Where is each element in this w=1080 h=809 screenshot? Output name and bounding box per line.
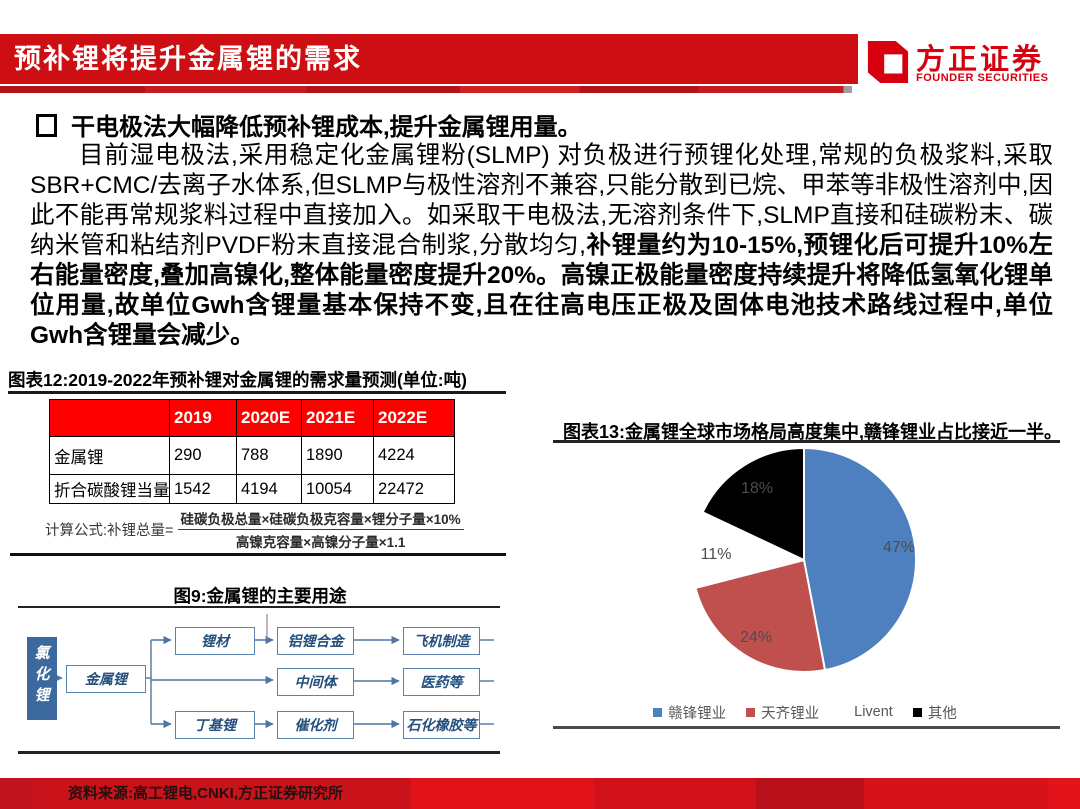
diagram-node-aircraft: 飞机制造 — [403, 627, 480, 655]
legend-swatch-blue — [653, 707, 663, 717]
table-header-2019: 2019 — [169, 399, 237, 437]
figure12-title-underline — [8, 391, 506, 394]
header-accent-stripe — [0, 86, 852, 93]
formula-prefix: 计算公式:补锂总量= — [45, 523, 174, 539]
body-paragraph: 目前湿电极法,采用稳定化金属锂粉(SLMP) 对负极进行预锂化处理,常规的负极浆… — [30, 141, 1053, 351]
calculation-formula: 计算公式:补锂总量= 硅碳负极总量×硅碳负极克容量×锂分子量×10% 高镍克容量… — [45, 508, 464, 551]
diagram-node-catalyst: 催化剂 — [277, 711, 354, 739]
header-red-bar — [0, 34, 858, 84]
diagram-node-lithium-material: 锂材 — [175, 627, 255, 655]
demand-forecast-table: 2019 2020E 2021E 2022E 金属锂 290 788 1890 … — [49, 399, 455, 504]
diagram-node-intermediate: 中间体 — [277, 668, 354, 696]
pie-slice-livent — [691, 511, 805, 589]
cell-value: 788 — [236, 436, 302, 475]
figure9-title-underline — [18, 606, 500, 608]
figure13-title-underline — [553, 440, 1060, 443]
legend-label: 赣锋锂业 — [668, 705, 727, 722]
cell-value: 10054 — [301, 474, 374, 504]
table-header-2020e: 2020E — [236, 399, 302, 437]
figure13-title: 图表13:金属锂全球市场格局高度集中,赣锋锂业占比接近一半。 — [563, 422, 1063, 442]
diagram-node-al-li-alloy: 铝锂合金 — [277, 627, 354, 655]
brand-name-en: FOUNDER SECURITIES — [916, 72, 1049, 84]
diagram-connectors — [54, 614, 494, 729]
row-label: 金属锂 — [49, 436, 170, 475]
cell-value: 22472 — [373, 474, 455, 504]
legend-label: 其他 — [927, 705, 957, 722]
footer-red-bar — [0, 778, 1080, 809]
table-header-empty — [49, 399, 170, 437]
diagram-node-lithium-metal: 金属锂 — [66, 665, 146, 693]
paragraph-bold-text: 补锂量约为10-15%,预锂化后可提升10%左右能量密度,叠加高镍化,整体能量密… — [30, 232, 1054, 349]
formula-numerator: 硅碳负极总量×硅碳负极克容量×锂分子量×10% — [177, 508, 464, 530]
lithium-uses-diagram: 氯化锂 金属锂 锂材 铝锂合金 飞机制造 中间体 医药等 丁基锂 催化剂 石化橡… — [15, 612, 510, 752]
legend-item-livent: Livent — [839, 704, 893, 720]
pie-legend: 赣锋锂业 天齐锂业 Livent 其他 — [560, 701, 1050, 723]
pie-label-24: 24% — [740, 629, 772, 646]
table-header-2021e: 2021E — [301, 399, 374, 437]
cell-value: 1890 — [301, 436, 374, 475]
pie-label-11: 11% — [701, 546, 732, 563]
figure13-bottom-border — [553, 726, 1060, 729]
pie-label-47: 47% — [883, 539, 915, 556]
cell-value: 4224 — [373, 436, 455, 475]
table-row: 金属锂 290 788 1890 4224 — [49, 436, 455, 475]
pie-slice-other — [701, 447, 805, 561]
legend-label: 天齐锂业 — [761, 705, 820, 722]
diagram-node-petrochem-rubber: 石化橡胶等 — [403, 711, 480, 739]
legend-swatch-red — [746, 707, 756, 717]
source-note: 资料来源:高工锂电,CNKI,方正证券研究所 — [68, 785, 343, 802]
market-share-pie-chart: 47% 24% 11% 18% — [691, 447, 918, 673]
legend-item-ganfeng: 赣锋锂业 — [653, 702, 726, 723]
section-heading-text: 干电极法大幅降低预补锂成本,提升金属锂用量。 — [71, 114, 582, 141]
cell-value: 1542 — [169, 474, 237, 504]
table-row: 折合碳酸锂当量 1542 4194 10054 22472 — [49, 474, 455, 504]
diagram-node-lithium-chloride: 氯化锂 — [27, 637, 57, 720]
formula-fraction: 硅碳负极总量×硅碳负极克容量×锂分子量×10% 高镍克容量×高镍分子量×1.1 — [177, 508, 464, 551]
figure9-title: 图9:金属锂的主要用途 — [173, 586, 347, 606]
square-bullet-icon — [36, 114, 57, 137]
table-header-2022e: 2022E — [373, 399, 455, 437]
pie-slice-ganfeng — [803, 447, 918, 672]
section-heading: 干电极法大幅降低预补锂成本,提升金属锂用量。 — [36, 107, 1046, 142]
legend-label: Livent — [854, 704, 893, 720]
diagram-node-butyllithium: 丁基锂 — [175, 711, 255, 739]
cell-value: 290 — [169, 436, 237, 475]
legend-item-tianqi: 天齐锂业 — [746, 702, 819, 723]
founder-cube-icon — [867, 40, 909, 84]
figure9-bottom-border — [18, 751, 500, 754]
left-panel-divider — [10, 553, 506, 556]
legend-swatch-black — [912, 707, 922, 717]
page-title: 预补锂将提升金属锂的需求 — [14, 44, 362, 74]
row-label: 折合碳酸锂当量 — [49, 474, 170, 504]
brand-name-cn: 方正证券 — [916, 44, 1045, 76]
formula-denominator: 高镍克容量×高镍分子量×1.1 — [235, 535, 406, 550]
table-header-row: 2019 2020E 2021E 2022E — [49, 399, 455, 437]
legend-item-other: 其他 — [912, 702, 957, 723]
pie-label-18: 18% — [741, 480, 773, 497]
paragraph-normal-text: 目前湿电极法,采用稳定化金属锂粉(SLMP) 对负极进行预锂化处理,常规的负极浆… — [30, 142, 1053, 259]
pie-slice-tianqi — [694, 559, 826, 673]
brand-logo: 方正证券 FOUNDER SECURITIES — [862, 36, 1076, 92]
cell-value: 4194 — [236, 474, 302, 504]
diagram-node-pharma: 医药等 — [403, 668, 480, 696]
figure12-title: 图表12:2019-2022年预补锂对金属锂的需求量预测(单位:吨) — [8, 370, 467, 390]
legend-swatch-white — [839, 707, 849, 717]
